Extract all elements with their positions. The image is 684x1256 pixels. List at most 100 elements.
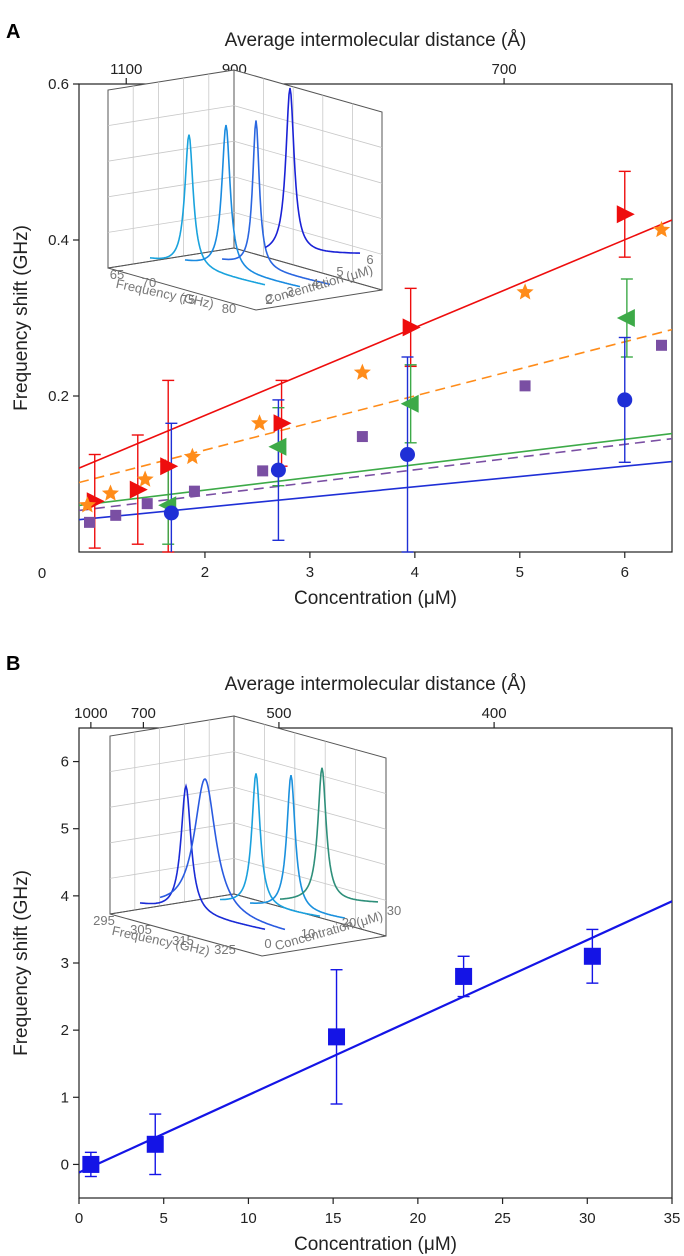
x-tick-label: 5 (516, 564, 524, 581)
top-tick-label: 400 (482, 705, 507, 722)
inset-spectrum-line (184, 124, 301, 288)
inset-x-tick-label: 325 (214, 942, 236, 957)
a-data-point (617, 392, 633, 408)
inset-grid (233, 105, 383, 148)
a-data-point (129, 480, 148, 499)
x-axis-title: Concentration (μM) (294, 588, 457, 609)
top-tick-label: 1000 (74, 705, 107, 722)
top-axis-title: Average intermolecular distance (Å) (225, 674, 527, 695)
a-data-point (257, 465, 269, 477)
a-data-point (402, 318, 421, 337)
inset-y-tick-label: 30 (387, 903, 401, 918)
a-data-point (356, 431, 368, 443)
inset-x-tick-label: 80 (222, 301, 236, 316)
a-data-point (183, 447, 201, 465)
inset-floor (109, 893, 387, 957)
inset-grid (109, 786, 235, 808)
y-tick-label: 0 (61, 1156, 69, 1173)
x-tick-label: 20 (410, 1210, 427, 1227)
a-data-point (616, 309, 635, 327)
fit-line (79, 219, 672, 469)
x-tick-label: 10 (240, 1210, 257, 1227)
inset-y-tick-label: 0 (264, 936, 271, 951)
x-tick-label: 2 (201, 564, 209, 581)
a-data-point (83, 516, 95, 528)
inset-spectrum-line (249, 774, 346, 919)
inset-x-tick-label: 65 (110, 267, 124, 282)
y-tick-label: 4 (61, 888, 69, 905)
a-data-point (101, 484, 119, 501)
a-data-point (136, 470, 154, 487)
inset-back-wall (109, 715, 235, 915)
inset-spectrum-line (221, 120, 331, 286)
inset-spectrum-line (139, 783, 266, 931)
inset-side-wall (233, 69, 383, 291)
inset-x-tick-label: 305 (130, 922, 152, 937)
inset-grid (233, 212, 383, 255)
inset-spectrum-line (280, 767, 379, 903)
y-tick-label: 0.2 (48, 388, 69, 405)
inset-y-tick-label: 20 (342, 915, 356, 930)
a-data-point (188, 485, 200, 497)
a-data-point (270, 462, 286, 478)
inset-grid (109, 751, 235, 772)
b-data-point (146, 1135, 164, 1153)
a-data-point (251, 414, 269, 431)
panel-letter-b: B (6, 653, 20, 675)
fit-line (79, 328, 672, 484)
a-data-point (652, 220, 671, 238)
x-tick-label: 4 (411, 564, 419, 581)
inset-x-tick-label: 295 (93, 913, 115, 928)
plot-frame (78, 83, 673, 553)
y-tick-label: 1 (61, 1089, 69, 1106)
fit-lines (79, 900, 672, 1174)
inset-y-tick-label: 3 (286, 284, 293, 299)
a-data-point (519, 380, 531, 392)
fit-line (79, 432, 672, 507)
top-tick-label: 1100 (110, 61, 142, 78)
inset-y-tick-label: 6 (366, 252, 373, 267)
top-axis-title: Average intermolecular distance (Å) (225, 30, 527, 51)
x-tick-label: 3 (306, 564, 314, 581)
a-data-point (273, 414, 292, 433)
inset-grid (233, 786, 387, 830)
x-tick-label: 35 (664, 1210, 681, 1227)
inset-grid (107, 212, 235, 233)
top-tick-label: 700 (492, 61, 517, 78)
x-tick-label: 30 (579, 1210, 596, 1227)
x-tick-label: 6 (621, 564, 629, 581)
a-data-point (268, 437, 287, 456)
inset-grid (233, 822, 387, 866)
x-tick-label: 15 (325, 1210, 342, 1227)
y-zero-label: 0 (38, 565, 46, 582)
a-data-point (110, 509, 122, 521)
inset-x-tick-label: 315 (172, 933, 194, 948)
inset-back-wall (107, 69, 235, 269)
x-tick-label: 25 (494, 1210, 511, 1227)
top-tick-label: 500 (266, 705, 291, 722)
inset-y-tick-label: 4 (311, 276, 318, 291)
a-data-point (400, 447, 416, 462)
panel-letter-a: A (6, 21, 20, 43)
inset-y-tick-label: 10 (301, 926, 315, 941)
inset-grid (107, 140, 235, 162)
inset-grid (107, 105, 235, 126)
a-data-point (78, 496, 96, 513)
a-data-point (400, 394, 419, 413)
y-axis-title: Frequency shift (GHz) (11, 870, 32, 1056)
inset-spectrum-line (149, 134, 266, 286)
fit-line (79, 437, 672, 512)
inset-spectrum-line (264, 87, 361, 254)
y-tick-label: 2 (61, 1022, 69, 1039)
fit-line (79, 900, 672, 1174)
x-axis-title: Concentration (μM) (294, 1234, 457, 1255)
b-data-point (328, 1028, 346, 1046)
inset-y-tick-label: 2 (265, 292, 272, 307)
y-tick-label: 5 (61, 821, 69, 838)
inset-x-tick-label: 70 (142, 275, 156, 290)
y-tick-label: 6 (61, 754, 69, 771)
